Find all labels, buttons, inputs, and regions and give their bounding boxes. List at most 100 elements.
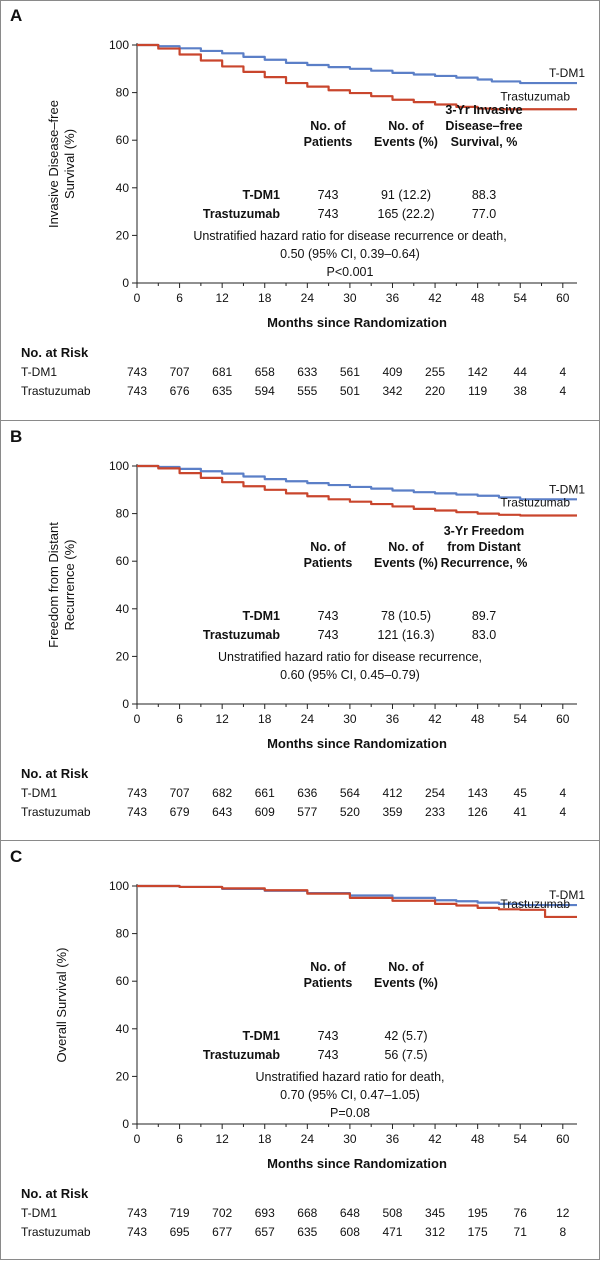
y-axis-label: Overall Survival (%)	[54, 948, 69, 1063]
at-risk-value: 220	[425, 384, 445, 398]
y-axis-label: Invasive Disease–free	[46, 100, 61, 228]
hazard-ratio-note: Unstratified hazard ratio for disease re…	[218, 650, 482, 664]
series-line-trastuzumab	[137, 43, 577, 111]
x-tick-label: 42	[428, 291, 442, 305]
at-risk-row-label: Trastuzumab	[21, 805, 91, 819]
x-axis-label: Months since Randomization	[267, 1156, 447, 1171]
at-risk-value: 143	[468, 786, 488, 800]
x-tick-label: 12	[215, 291, 229, 305]
x-tick-label: 36	[386, 1132, 400, 1146]
table-header: 3-Yr Invasive	[445, 103, 522, 117]
table-header: Patients	[304, 976, 353, 990]
table-cell: 91 (12.2)	[381, 188, 431, 202]
y-tick-label: 40	[116, 181, 130, 195]
table-row-label: T-DM1	[243, 1029, 281, 1043]
at-risk-value: 4	[559, 384, 566, 398]
x-tick-label: 0	[134, 1132, 141, 1146]
at-risk-value: 643	[212, 805, 232, 819]
series-line-trastuzumab	[137, 884, 577, 919]
x-tick-label: 54	[514, 1132, 528, 1146]
at-risk-value: 676	[170, 384, 190, 398]
at-risk-value: 608	[340, 1225, 360, 1239]
y-tick-label: 100	[109, 459, 129, 473]
y-tick-label: 80	[116, 927, 130, 941]
y-tick-label: 20	[116, 228, 130, 242]
y-tick-label: 100	[109, 879, 129, 893]
x-tick-label: 24	[301, 712, 315, 726]
at-risk-value: 702	[212, 1206, 232, 1220]
panel-letter: B	[10, 427, 22, 446]
x-tick-label: 48	[471, 291, 485, 305]
y-tick-label: 100	[109, 38, 129, 52]
at-risk-value: 119	[468, 384, 487, 398]
at-risk-value: 342	[382, 384, 402, 398]
at-risk-value: 4	[559, 786, 566, 800]
at-risk-value: 661	[255, 786, 275, 800]
y-tick-label: 0	[122, 697, 129, 711]
table-cell: 165 (22.2)	[378, 207, 435, 221]
at-risk-value: 44	[514, 365, 528, 379]
table-row-label: Trastuzumab	[203, 207, 280, 221]
y-tick-label: 40	[116, 1022, 130, 1036]
at-risk-value: 38	[514, 384, 528, 398]
at-risk-value: 195	[468, 1206, 488, 1220]
x-tick-label: 6	[176, 291, 183, 305]
table-row-label: T-DM1	[243, 188, 281, 202]
at-risk-value: 508	[382, 1206, 402, 1220]
x-tick-label: 6	[176, 1132, 183, 1146]
y-axis-label: Survival (%)	[62, 129, 77, 199]
x-tick-label: 54	[514, 291, 528, 305]
series-line-tdm1	[137, 464, 577, 501]
at-risk-value: 12	[556, 1206, 570, 1220]
panel-a: A 0 20 40 60 80 100 0 6 12 18 24 30 36 42 48 54 60 Months …	[0, 0, 600, 420]
hazard-ratio-note: 0.60 (95% CI, 0.45–0.79)	[280, 668, 420, 682]
at-risk-value: 719	[170, 1206, 190, 1220]
x-tick-label: 0	[134, 712, 141, 726]
table-cell: 89.7	[472, 609, 496, 623]
series-label-trastuzumab: Trastuzumab	[500, 897, 570, 911]
at-risk-value: 520	[340, 805, 360, 819]
at-risk-value: 561	[340, 365, 360, 379]
series-label-tdm1: T-DM1	[549, 482, 585, 496]
at-risk-row-label: T-DM1	[21, 365, 57, 379]
at-risk-value: 707	[170, 786, 190, 800]
at-risk-value: 345	[425, 1206, 445, 1220]
at-risk-row-label: T-DM1	[21, 786, 57, 800]
y-axis-label: Freedom from Distant	[46, 522, 61, 648]
at-risk-value: 142	[468, 365, 488, 379]
at-risk-value: 41	[514, 805, 528, 819]
y-tick-label: 40	[116, 602, 130, 616]
panel-c: C 0 20 40 60 80 100 0 6 12 18 24 30 36 42 48 54 60 Months …	[0, 840, 600, 1260]
at-risk-value: 743	[127, 805, 147, 819]
x-tick-label: 42	[428, 1132, 442, 1146]
table-header: No. of	[388, 540, 424, 554]
at-risk-value: 577	[297, 805, 317, 819]
at-risk-value: 312	[425, 1225, 445, 1239]
table-header: No. of	[388, 119, 424, 133]
x-tick-label: 54	[514, 712, 528, 726]
at-risk-value: 743	[127, 786, 147, 800]
panel-b: B 0 20 40 60 80 100 0 6 12 18 24 30 36 42 48 54 60 Months …	[0, 420, 600, 840]
at-risk-value: 648	[340, 1206, 360, 1220]
table-row-label: Trastuzumab	[203, 1048, 280, 1062]
series-label-trastuzumab: Trastuzumab	[500, 89, 570, 103]
x-tick-label: 24	[301, 1132, 315, 1146]
x-tick-label: 30	[343, 712, 357, 726]
table-cell: 743	[318, 1029, 339, 1043]
table-header: Events (%)	[374, 976, 438, 990]
hazard-ratio-note: Unstratified hazard ratio for death,	[256, 1070, 445, 1084]
table-cell: 743	[318, 188, 339, 202]
table-cell: 77.0	[472, 207, 496, 221]
at-risk-value: 233	[425, 805, 445, 819]
hazard-ratio-note: 0.50 (95% CI, 0.39–0.64)	[280, 247, 420, 261]
at-risk-row-label: Trastuzumab	[21, 1225, 91, 1239]
at-risk-value: 657	[255, 1225, 275, 1239]
table-header: Recurrence, %	[441, 556, 528, 570]
at-risk-value: 668	[297, 1206, 317, 1220]
x-tick-label: 42	[428, 712, 442, 726]
at-risk-value: 175	[468, 1225, 488, 1239]
table-header: No. of	[310, 540, 346, 554]
at-risk-value: 76	[514, 1206, 528, 1220]
table-row-label: Trastuzumab	[203, 628, 280, 642]
at-risk-title: No. at Risk	[21, 1186, 89, 1201]
